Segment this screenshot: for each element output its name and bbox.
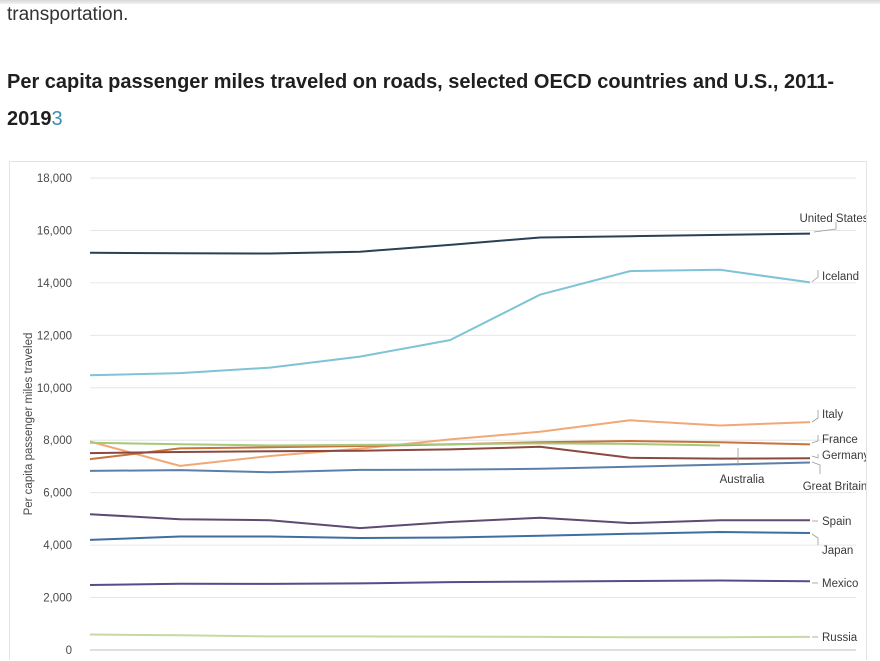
y-tick-label: 0 [66, 645, 72, 657]
y-axis-title: Per capita passenger miles traveled [23, 333, 35, 516]
leader-line-great-britain [811, 461, 821, 474]
line-chart: 0 2,000 4,000 6,000 8,000 10,000 12,000 14,000 1… [23, 173, 866, 657]
y-tick-label: 10,000 [37, 383, 72, 395]
series-label-japan: Japan [822, 545, 853, 557]
series-label-great-britain: Great Britain [803, 481, 866, 493]
series-label-mexico: Mexico [822, 578, 858, 590]
series-label-italy: Italy [822, 409, 843, 421]
y-tick-label: 4,000 [43, 540, 72, 552]
series-label-australia: Australia [720, 474, 765, 486]
series-label-spain: Spain [822, 516, 851, 528]
y-tick-label: 18,000 [37, 173, 72, 185]
series-label-united-states: United States [799, 213, 866, 225]
leader-line-iceland [811, 270, 819, 283]
series-label-iceland: Iceland [822, 271, 859, 283]
series-label-germany: Germany [822, 450, 866, 462]
series-labels: United States Iceland Italy France Germany Au… [720, 213, 866, 644]
y-tick-label: 2,000 [43, 593, 72, 605]
series-label-russia: Russia [822, 632, 858, 644]
leader-line-japan [811, 533, 819, 545]
top-shadow [0, 0, 880, 4]
gridlines [90, 177, 856, 651]
series-line-australia [89, 441, 721, 447]
y-tick-label: 16,000 [37, 225, 72, 237]
leader-line-united-states [813, 222, 837, 233]
series-line-mexico [89, 579, 811, 586]
series-line-iceland [89, 268, 811, 377]
series-line-great-britain [89, 461, 811, 474]
leader-line-italy [811, 410, 819, 423]
y-tick-label: 8,000 [43, 435, 72, 447]
chart-container: 0 2,000 4,000 6,000 8,000 10,000 12,000 14,000 1… [9, 161, 867, 660]
intro-text: transportation. [7, 4, 129, 25]
y-tick-label: 14,000 [37, 278, 72, 290]
leader-line-france [811, 435, 819, 444]
series-line-japan [89, 531, 811, 541]
series-label-france: France [822, 434, 858, 446]
chart-heading: Per capita passenger miles traveled on r… [7, 64, 873, 138]
footnote-link[interactable]: 3 [51, 108, 63, 130]
y-tick-label: 6,000 [43, 488, 72, 500]
series-line-united-states [89, 232, 811, 255]
series-line-germany [89, 445, 811, 460]
chart-heading-text: Per capita passenger miles traveled on r… [7, 71, 834, 130]
series-line-spain [89, 513, 810, 530]
series-line-russia [89, 633, 811, 639]
leader-line-germany [811, 454, 819, 459]
y-axis: 0 2,000 4,000 6,000 8,000 10,000 12,000 14,000 1… [23, 173, 72, 657]
series-lines [89, 232, 811, 639]
y-tick-label: 12,000 [37, 330, 72, 342]
series-line-italy [89, 419, 811, 467]
